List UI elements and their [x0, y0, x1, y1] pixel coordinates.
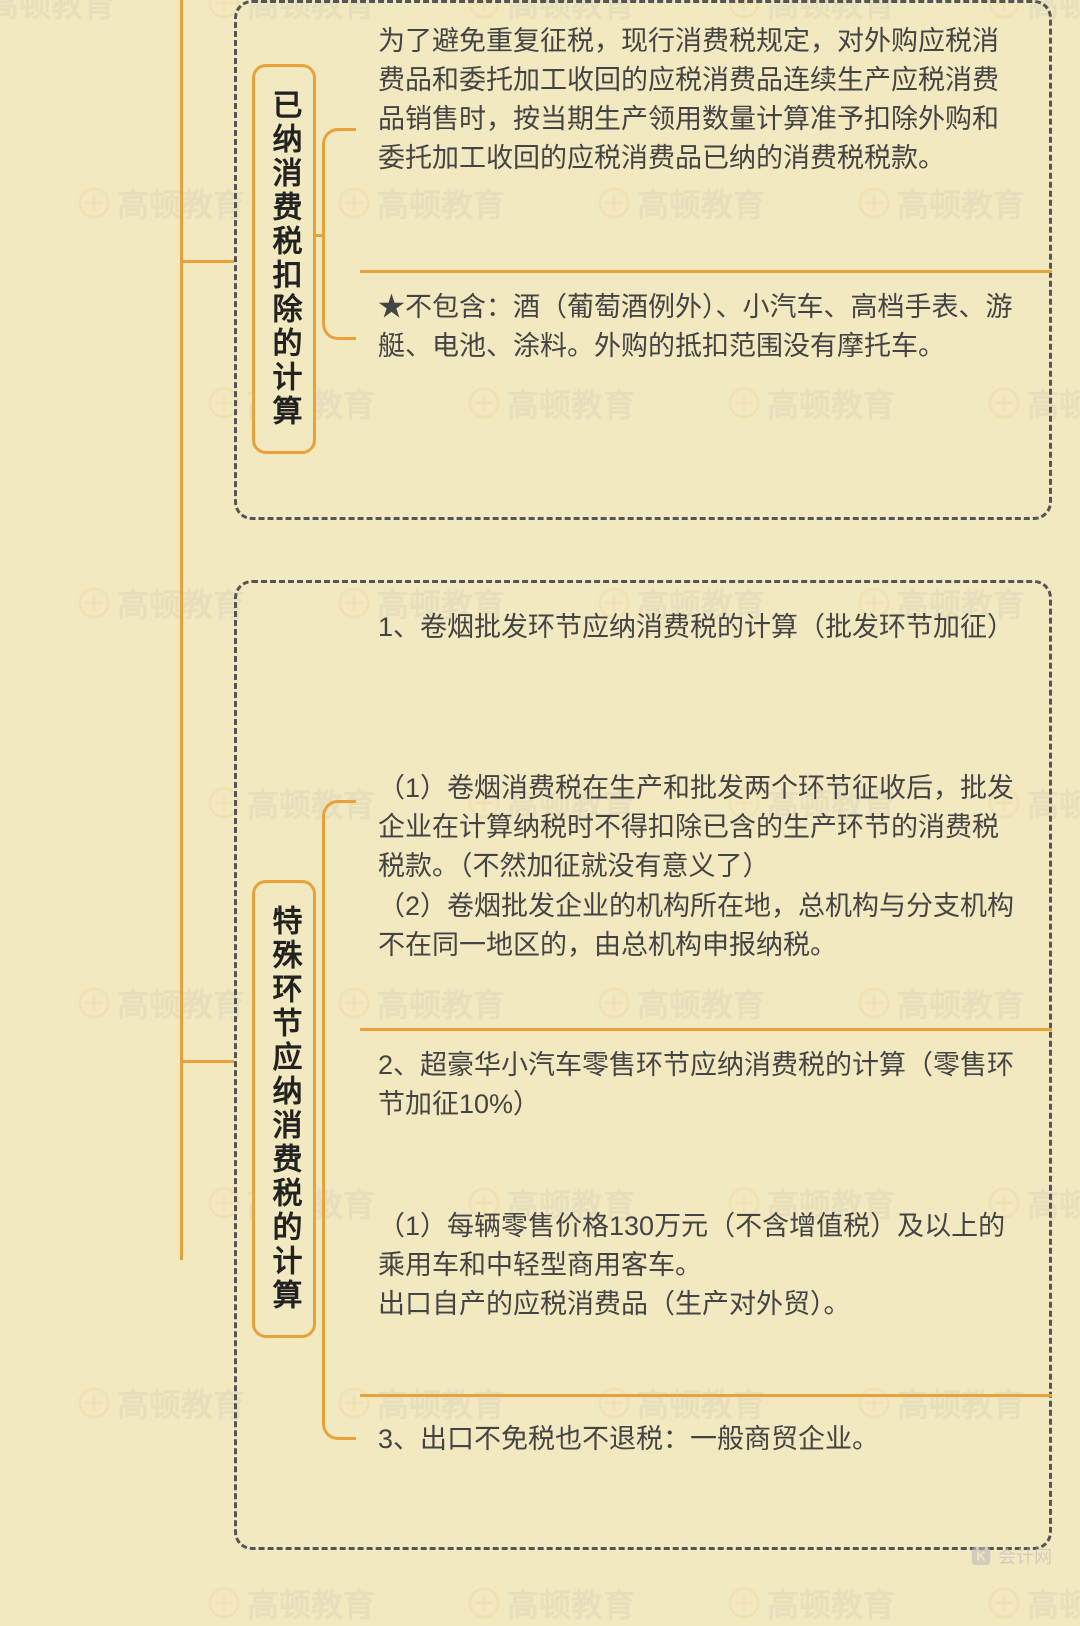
sec2-block-1: 1、卷烟批发环节应纳消费税的计算（批发环节加征） — [378, 608, 1028, 647]
branch-2 — [180, 1060, 234, 1063]
sec2-b4-text: （1）每辆零售价格130万元（不含增值税）及以上的乘用车和中轻型商用客车。 出口… — [378, 1211, 1005, 1319]
footer-text: 会计网 — [998, 1543, 1052, 1569]
sec1-b2-text: ★不包含：酒（葡萄酒例外）、小汽车、高档手表、游艇、电池、涂料。外购的抵扣范围没… — [378, 292, 1013, 361]
section-title-2-text: 特殊环节应纳消费税的计算 — [265, 905, 304, 1313]
section-title-2: 特殊环节应纳消费税的计算 — [252, 880, 316, 1338]
watermark-item: 高顿教育 — [77, 1380, 245, 1426]
sec2-divider-1 — [360, 1028, 1052, 1031]
section-title-1-text: 已纳消费税扣除的计算 — [265, 89, 304, 429]
sec2-block-3: 2、超豪华小汽车零售环节应纳消费税的计算（零售环节加征10%） — [378, 1046, 1028, 1124]
watermark-item: 高顿教育 — [0, 0, 115, 26]
sec2-connector — [322, 800, 356, 1440]
watermark-item: 高顿教育 — [77, 980, 245, 1026]
sec2-b2-text: （1）卷烟消费税在生产和批发两个环节征收后，批发企业在计算纳税时不得扣除已含的生… — [378, 773, 1014, 960]
sec1-block-2: ★不包含：酒（葡萄酒例外）、小汽车、高档手表、游艇、电池、涂料。外购的抵扣范围没… — [378, 288, 1028, 366]
tree-stem — [180, 0, 183, 1260]
svg-text:K: K — [976, 1549, 986, 1564]
section-title-1: 已纳消费税扣除的计算 — [252, 64, 316, 454]
sec2-b5-text: 3、出口不免税也不退税：一般商贸企业。 — [378, 1424, 879, 1454]
sec2-block-2: （1）卷烟消费税在生产和批发两个环节征收后，批发企业在计算纳税时不得扣除已含的生… — [378, 730, 1028, 965]
footer-brand: K 会计网 — [970, 1543, 1052, 1569]
sec2-divider-2 — [360, 1394, 1052, 1397]
sec1-block-1: 为了避免重复征税，现行消费税规定，对外购应税消费品和委托加工收回的应税消费品连续… — [378, 22, 1028, 179]
sec2-block-5: 3、出口不免税也不退税：一般商贸企业。 — [378, 1420, 1028, 1459]
watermark-item: 高顿教育 — [77, 580, 245, 626]
footer-logo-icon: K — [970, 1545, 992, 1567]
sec2-b1-text: 1、卷烟批发环节应纳消费税的计算（批发环节加征） — [378, 612, 1014, 642]
sec1-b1-text: 为了避免重复征税，现行消费税规定，对外购应税消费品和委托加工收回的应税消费品连续… — [378, 26, 999, 173]
sec2-block-4: （1）每辆零售价格130万元（不含增值税）及以上的乘用车和中轻型商用客车。 出口… — [378, 1168, 1028, 1325]
watermark-item: 高顿教育 — [77, 180, 245, 226]
sec1-connector — [322, 128, 356, 340]
sec2-b3-text: 2、超豪华小汽车零售环节应纳消费税的计算（零售环节加征10%） — [378, 1050, 1014, 1119]
sec1-divider — [360, 270, 1052, 273]
branch-1 — [180, 260, 234, 263]
